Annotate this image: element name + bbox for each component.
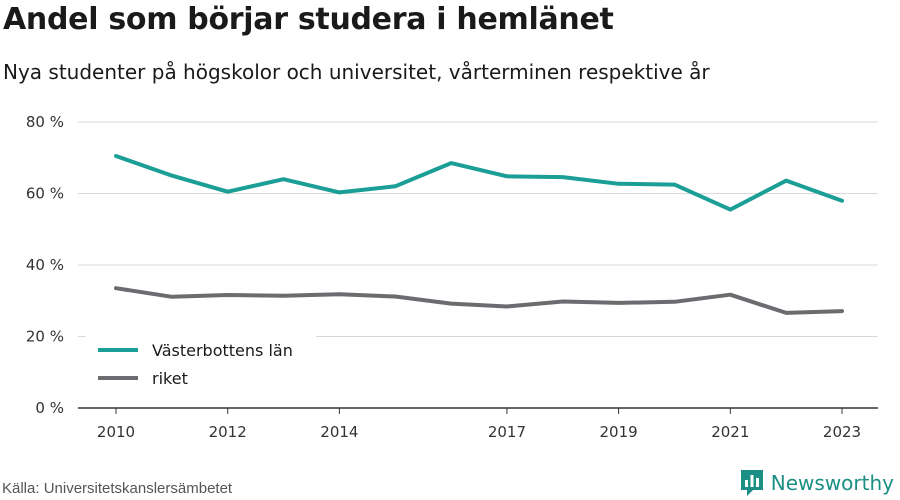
x-tick-label: 2014 (320, 423, 358, 441)
legend-background (86, 336, 316, 396)
y-tick-label: 40 % (26, 256, 64, 274)
y-axis-labels: 0 % 20 % 40 % 60 % 80 % (26, 113, 64, 417)
bar-chart-logo-icon (740, 470, 763, 496)
x-tick-label: 2010 (97, 423, 135, 441)
series-lines (114, 154, 844, 315)
x-tick-label: 2017 (488, 423, 526, 441)
brand-name: Newsworthy (770, 471, 894, 495)
chart-subtitle: Nya studenter på högskolor och universit… (3, 60, 710, 84)
x-axis: 2010 2012 2014 2017 2019 2021 2023 (78, 407, 878, 441)
y-tick-label: 60 % (26, 185, 64, 203)
x-tick-label: 2021 (711, 423, 749, 441)
legend: Västerbottens län riket (86, 336, 316, 396)
chart-title: Andel som börjar studera i hemlänet (3, 2, 614, 37)
x-tick-label: 2023 (823, 423, 861, 441)
y-tick-label: 20 % (26, 328, 64, 346)
series-line-1 (114, 154, 844, 212)
series-line-2 (114, 286, 844, 315)
y-tick-label: 0 % (35, 399, 64, 417)
legend-label: riket (152, 369, 188, 388)
y-tick-label: 80 % (26, 113, 64, 131)
legend-label: Västerbottens län (152, 341, 293, 360)
x-tick-label: 2019 (600, 423, 638, 441)
source-note: Källa: Universitetskanslersämbetet (2, 480, 233, 497)
x-tick-label: 2012 (209, 423, 247, 441)
brand-logo[interactable]: Newsworthy (739, 468, 894, 498)
